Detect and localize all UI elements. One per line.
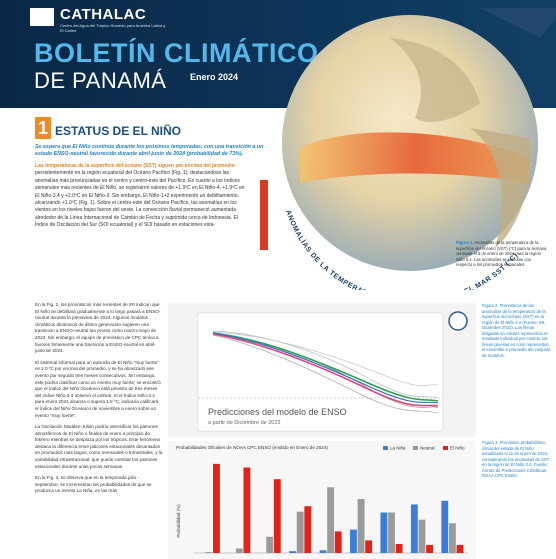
figure2-caption: Figura 2. Pronósticos de las anomalías d… <box>482 303 552 358</box>
iri-logo <box>449 312 467 330</box>
lead-text: Se espera que El Niño continúe durante l… <box>35 144 270 158</box>
section-number: 1 <box>35 117 51 139</box>
paragraph: En la Fig. 3, se observa que en la tempo… <box>35 475 163 495</box>
bar <box>297 512 304 553</box>
figure2: Predicciones del modelo de ENSO a partir… <box>168 303 476 437</box>
bar <box>274 479 281 553</box>
paragraph-text: persistentemente en la región ecuatorial… <box>35 170 245 228</box>
paragraph: El sistemal informal para un episodio de… <box>35 360 163 419</box>
bar <box>236 549 243 554</box>
legend-label: El Niño <box>450 446 465 451</box>
y-axis-label: Probabilidad (%) <box>176 504 181 538</box>
color-scale <box>260 180 268 250</box>
satellite-image <box>480 8 556 38</box>
bar <box>396 544 403 553</box>
bar <box>365 540 372 553</box>
figure-title: Predicciones del modelo de ENSO <box>208 407 347 417</box>
legend-swatch <box>383 446 388 450</box>
legend-label: Neutral <box>420 446 435 451</box>
title-line2: DE PANAMÁ <box>34 68 166 94</box>
bar <box>327 487 334 553</box>
legend-swatch <box>443 446 448 450</box>
bar <box>380 513 387 554</box>
figure-subtitle: a partir de Diciembre de 2023 <box>208 420 280 426</box>
legend-swatch <box>413 446 418 450</box>
bar <box>350 530 357 553</box>
logo: CATHALAC <box>60 6 146 23</box>
bar <box>419 520 426 553</box>
bar <box>358 499 365 553</box>
bar <box>213 464 220 553</box>
bar <box>457 545 464 553</box>
page: Boletín Climático de Panamá html, body {… <box>0 0 556 559</box>
bar <box>304 506 311 553</box>
paragraph: En la Fig. 2, los pronósticos más recien… <box>35 302 163 355</box>
bar <box>388 513 395 554</box>
issue-date: Enero 2024 <box>190 72 238 82</box>
legend-label: La Niña <box>390 446 406 451</box>
logo-icon <box>30 8 54 26</box>
bar <box>441 501 448 553</box>
paragraph: Las temperaturas de la superficie del oc… <box>35 163 250 230</box>
figure3: Probabilidades Oficiales de NOAA CPC ENS… <box>168 441 476 559</box>
highlight: Las temperaturas de la superficie del oc… <box>35 163 235 169</box>
bar <box>266 537 273 553</box>
caption-label: Figura 1. <box>456 240 473 245</box>
bar <box>411 504 418 553</box>
figure3-caption: Figura 3. Pronóstico probabilístico ofic… <box>482 440 552 479</box>
bar <box>243 468 250 554</box>
bar <box>335 531 342 553</box>
logo-subtitle: Centro del Agua del Trópico Húmedo para … <box>60 23 170 33</box>
bar <box>289 551 296 553</box>
bar <box>426 545 433 553</box>
bar <box>205 552 212 553</box>
paragraph: La Oscilación Madden-Julian podría inten… <box>35 424 163 470</box>
text-column: En la Fig. 2, los pronósticos más recien… <box>35 302 163 500</box>
bar <box>320 550 327 553</box>
figure1-caption: Figura 1. Anomalías de la temperatura de… <box>456 240 548 268</box>
figure-title: Probabilidades Oficiales de NOAA CPC ENS… <box>176 445 328 450</box>
bar <box>449 523 456 553</box>
section-title: ESTATUS DE EL NIÑO <box>55 124 181 138</box>
body: { "header": { "logo": "CATHALAC", "logo_… <box>0 0 556 559</box>
